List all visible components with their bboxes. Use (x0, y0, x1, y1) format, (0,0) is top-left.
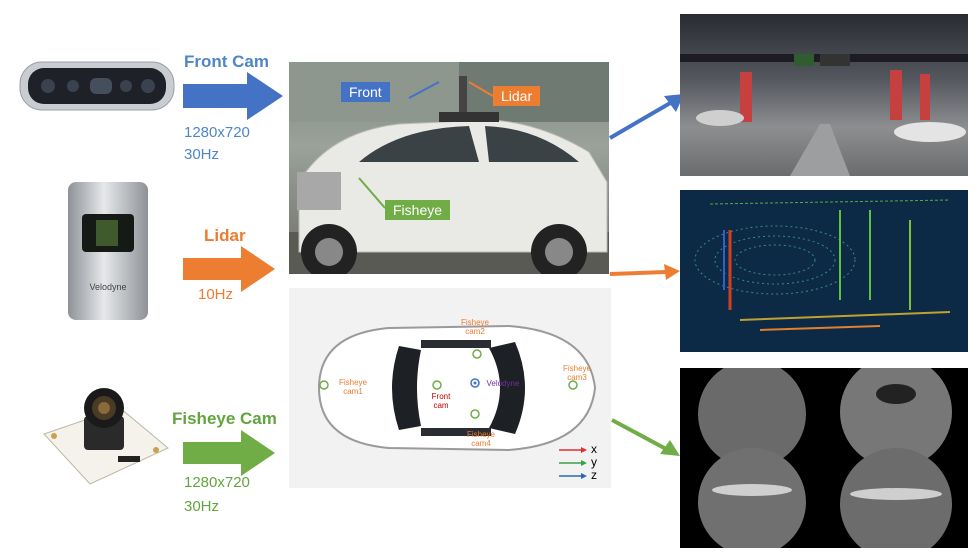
label-fisheye-cam3: Fisheye cam3 (562, 364, 591, 382)
front-camera-image (18, 56, 176, 116)
front-output-arrow (608, 94, 684, 140)
fisheye-cam-resolution: 1280x720 (184, 474, 250, 491)
lidar-label: Lidar (204, 226, 246, 245)
front-cam-rate: 30Hz (184, 146, 220, 163)
photo-tag-lidar: Lidar (493, 86, 541, 106)
fisheye-output (680, 368, 968, 548)
front-cam-label: Front Cam (184, 52, 269, 71)
front-cam-resolution: 1280x720 (184, 124, 250, 141)
front-camera-output (680, 14, 968, 176)
lidar-rate: 10Hz (198, 286, 234, 303)
fisheye-cam-rate: 30Hz (184, 498, 220, 515)
front-cam-arrow (183, 72, 283, 120)
fisheye-camera-image (40, 386, 172, 492)
lidar-output (680, 190, 968, 352)
fisheye-cam-label: Fisheye Cam (172, 409, 277, 428)
label-front-cam: Front cam (431, 392, 451, 410)
axis-z-label: z (591, 468, 597, 482)
lidar-image: Velodyne (66, 180, 150, 322)
axis-x-label: x (591, 442, 597, 456)
fisheye-output-arrow (611, 418, 680, 456)
vehicle-photo: Front Lidar Fisheye (289, 62, 609, 274)
photo-tag-front: Front (341, 82, 390, 102)
velodyne-logo: Velodyne (89, 282, 126, 292)
lidar-arrow (183, 246, 275, 292)
label-fisheye-cam4: Fisheye cam4 (466, 430, 495, 448)
fisheye-cam-arrow (183, 430, 275, 476)
axis-y-label: y (591, 455, 597, 469)
lidar-output-arrow (610, 264, 680, 280)
vehicle-top-view: Fisheye cam1 Fisheye cam2 Fisheye cam3 F… (289, 288, 611, 488)
label-fisheye-cam2: Fisheye cam2 (460, 318, 489, 336)
label-fisheye-cam1: Fisheye cam1 (338, 378, 367, 396)
label-velodyne: Velodyne (486, 379, 520, 388)
photo-tag-fisheye: Fisheye (385, 200, 451, 220)
